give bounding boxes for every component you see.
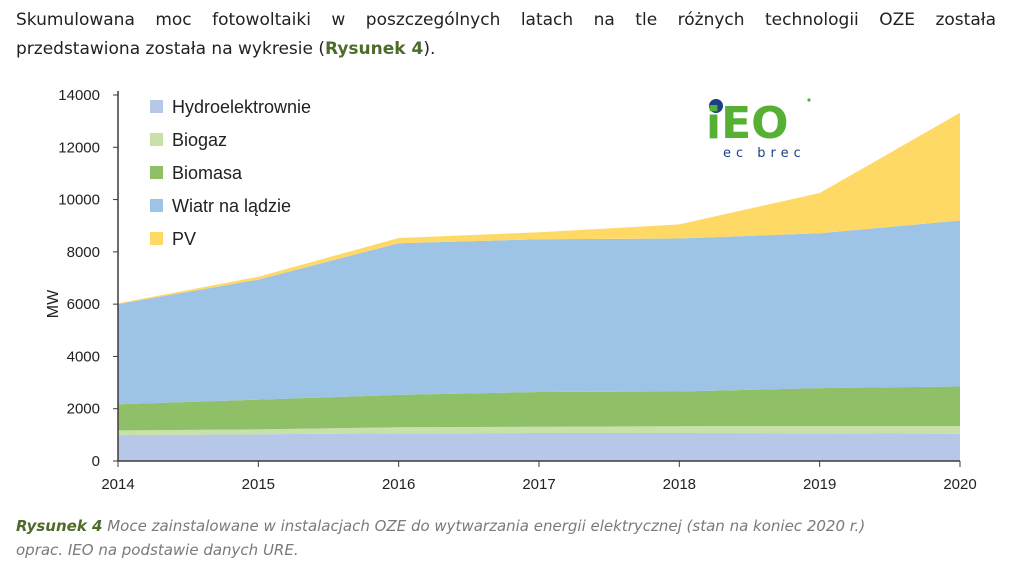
area-series-1 <box>118 426 960 436</box>
area-series-0 <box>118 433 960 461</box>
legend-label-1: Biogaz <box>172 130 227 150</box>
caption-line-1: Moce zainstalowane w instalacjach OZE do… <box>102 517 866 535</box>
intro-line-2: przedstawiona została na wykresie (Rysun… <box>16 35 996 64</box>
figure-reference: Rysunek 4 <box>325 39 424 59</box>
x-tick-label-0: 2014 <box>101 476 134 493</box>
intro-line-1: Skumulowana moc fotowoltaiki w poszczegó… <box>16 10 996 30</box>
y-tick-label-7: 14000 <box>58 87 100 104</box>
area-series-3 <box>118 220 960 405</box>
ieo-logo: iEO ec brec <box>706 98 811 161</box>
legend-label-3: Wiatr na lądzie <box>172 196 291 216</box>
y-tick-label-4: 8000 <box>67 244 100 261</box>
legend-swatch-4 <box>150 232 163 245</box>
x-tick-label-5: 2019 <box>803 476 836 493</box>
legend-label-2: Biomasa <box>172 163 243 183</box>
x-tick-label-1: 2015 <box>242 476 275 493</box>
x-tick-label-3: 2017 <box>522 476 555 493</box>
legend-label-4: PV <box>172 229 196 249</box>
legend-swatch-3 <box>150 199 163 212</box>
area-chart: 0 2000 4000 6000 8000 10000 12000 14000 2014 2015… <box>45 87 977 493</box>
area-series-2 <box>118 386 960 431</box>
logo-dot <box>709 99 723 113</box>
y-tick-label-5: 10000 <box>58 192 100 209</box>
y-tick-label-0: 0 <box>92 453 100 470</box>
y-tick-label-3: 6000 <box>67 296 100 313</box>
caption-figure-reference: Rysunek 4 <box>16 517 103 535</box>
y-tick-label-1: 2000 <box>67 401 100 418</box>
chart-areas <box>118 112 960 461</box>
legend-swatch-1 <box>150 133 163 146</box>
x-tick-label-6: 2020 <box>943 476 976 493</box>
area-series-4 <box>118 112 960 305</box>
intro-line-2-after: ). <box>423 39 436 59</box>
x-tick-label-2: 2016 <box>382 476 415 493</box>
legend-swatch-2 <box>150 166 163 179</box>
y-tick-label-6: 12000 <box>58 139 100 156</box>
chart-legend: Hydroelektrownie Biogaz Biomasa Wiatr na lą… <box>150 97 311 249</box>
logo-trademark <box>807 98 811 102</box>
chart-ticks: 0 2000 4000 6000 8000 10000 12000 14000 2014 2015… <box>58 87 976 493</box>
y-tick-label-2: 4000 <box>67 348 100 365</box>
logo-subtitle: ec brec <box>723 146 806 161</box>
legend-swatch-0 <box>150 100 163 113</box>
figure-caption: Rysunek 4 Moce zainstalowane w instalacj… <box>16 514 1016 562</box>
intro-line-2-before: przedstawiona została na wykresie ( <box>16 39 325 59</box>
logo-text: iEO <box>706 98 789 149</box>
caption-line-2: oprac. IEO na podstawie danych URE. <box>16 541 299 559</box>
y-axis-label: MW <box>45 289 62 318</box>
x-tick-label-4: 2018 <box>663 476 696 493</box>
legend-label-0: Hydroelektrownie <box>172 97 311 117</box>
intro-paragraph: Skumulowana moc fotowoltaiki w poszczegó… <box>16 6 996 64</box>
